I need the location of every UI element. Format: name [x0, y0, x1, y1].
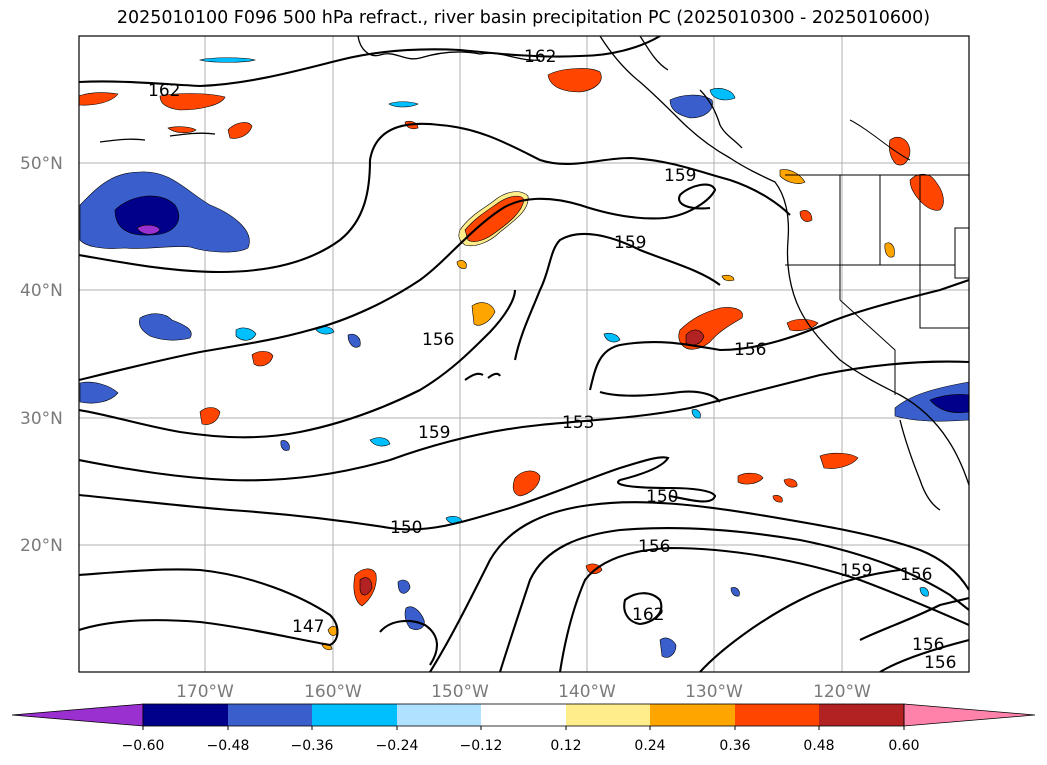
contour-156	[588, 279, 969, 391]
contour-159	[79, 122, 791, 274]
negative-anomaly-area	[79, 381, 119, 404]
contour-150	[429, 501, 969, 672]
colorbar-segment	[735, 704, 819, 726]
longitude-labels: 170°W 160°W 150°W 140°W 130°W 120°W	[176, 682, 871, 702]
negative-anomaly-area	[669, 94, 713, 119]
contour-159	[513, 232, 721, 361]
map-panel: 162 162 159 159 156 156 153 159 150 150 …	[78, 35, 970, 673]
contour-label: 162	[524, 47, 556, 67]
contour-162	[623, 592, 663, 626]
lat-label: 40°N	[20, 281, 63, 301]
colorbar-tick-label: 0.48	[803, 738, 834, 754]
precip-anomaly-fill	[79, 57, 969, 658]
lon-label: 170°W	[176, 682, 234, 702]
colorbar-tick-label: −0.12	[460, 738, 503, 754]
positive-anomaly-area	[547, 68, 602, 93]
refractivity-contours	[79, 36, 969, 672]
contour-159	[699, 568, 901, 672]
contour-label: 159	[664, 166, 696, 186]
contour-162	[79, 36, 661, 88]
contour-label: 162	[148, 81, 180, 101]
contour-label: 159	[418, 423, 450, 443]
contour-150	[79, 456, 717, 531]
negative-anomaly-area	[139, 313, 192, 341]
positive-anomaly-area	[512, 470, 541, 497]
contour-156	[558, 546, 969, 672]
colorbar-tick-label: −0.60	[122, 738, 165, 754]
colorbar-segment	[650, 704, 735, 726]
map-frame	[78, 35, 970, 673]
contour-label: 156	[734, 340, 766, 360]
contour-label: 156	[638, 537, 670, 557]
contour-label: 156	[900, 565, 932, 585]
contour-label: 159	[614, 233, 646, 253]
contour-147	[79, 568, 339, 647]
contour-label: 162	[632, 605, 664, 625]
colorbar-tick-label: −0.48	[207, 738, 250, 754]
colorbar-segment	[566, 704, 650, 726]
positive-anomaly-area	[159, 93, 226, 111]
lon-label: 160°W	[304, 682, 362, 702]
colorbar-segment	[143, 704, 228, 726]
lat-label: 50°N	[20, 154, 63, 174]
colorbar-tick-label: 0.24	[634, 738, 665, 754]
latitude-labels: 50°N 40°N 30°N 20°N	[20, 154, 63, 556]
lat-label: 20°N	[20, 536, 63, 556]
colorbar-extend-high	[903, 703, 1036, 727]
colorbar-tick-label: −0.36	[291, 738, 334, 754]
contour-159	[79, 183, 717, 382]
colorbar-tick-label: −0.24	[376, 738, 419, 754]
colorbar-segment	[819, 704, 904, 726]
contour-156	[79, 289, 517, 439]
contour-156	[859, 596, 969, 641]
colorbar-tick-label: 0.36	[719, 738, 750, 754]
colorbar-extend-low	[11, 703, 144, 727]
contour-labels: 162 162 159 159 156 156 153 159 150 150 …	[148, 47, 956, 673]
contour-label: 156	[422, 330, 454, 350]
lon-label: 120°W	[813, 682, 871, 702]
contour-156	[879, 638, 969, 672]
colorbar-tick-label: 0.60	[888, 738, 919, 754]
colorbar-segment	[312, 704, 397, 726]
lon-label: 150°W	[431, 682, 489, 702]
contour-label: 150	[646, 487, 678, 507]
colorbar-tick-label: 0.12	[550, 738, 581, 754]
contour-153	[498, 526, 969, 672]
lon-label: 140°W	[558, 682, 616, 702]
colorbar-segment	[481, 704, 566, 726]
map-title: 2025010100 F096 500 hPa refract., river …	[116, 8, 931, 28]
contour-label: 147	[292, 617, 324, 637]
contour-label: 159	[840, 561, 872, 581]
colorbar-segment	[228, 704, 312, 726]
political-borders	[785, 119, 969, 395]
contour-label: 156	[912, 635, 944, 655]
lon-label: 130°W	[685, 682, 743, 702]
contour-label: 153	[562, 413, 594, 433]
contour-label: 156	[924, 653, 956, 673]
contour-153	[79, 360, 969, 482]
contour-label: 150	[390, 518, 422, 538]
colorbar: −0.60 −0.48 −0.36 −0.24 −0.12 0.12 0.24 …	[11, 703, 1036, 754]
lat-label: 30°N	[20, 409, 63, 429]
colorbar-segment	[397, 704, 481, 726]
